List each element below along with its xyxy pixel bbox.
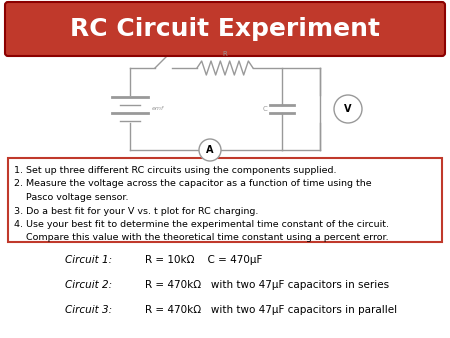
FancyBboxPatch shape — [5, 2, 445, 56]
Text: 3. Do a best fit for your V vs. t plot for RC charging.: 3. Do a best fit for your V vs. t plot f… — [14, 207, 258, 216]
Text: Compare this value with the theoretical time constant using a percent error.: Compare this value with the theoretical … — [14, 234, 389, 242]
Circle shape — [199, 139, 221, 161]
Text: 4. Use your best fit to determine the experimental time constant of the circuit.: 4. Use your best fit to determine the ex… — [14, 220, 389, 229]
Text: 1. Set up three different RC circuits using the components supplied.: 1. Set up three different RC circuits us… — [14, 166, 337, 175]
Text: A: A — [206, 145, 214, 155]
FancyBboxPatch shape — [8, 158, 442, 242]
Text: emf: emf — [152, 106, 164, 112]
Text: Pasco voltage sensor.: Pasco voltage sensor. — [14, 193, 129, 202]
Text: 2. Measure the voltage across the capacitor as a function of time using the: 2. Measure the voltage across the capaci… — [14, 179, 372, 189]
Text: R = 470kΩ   with two 47μF capacitors in series: R = 470kΩ with two 47μF capacitors in se… — [145, 280, 389, 290]
Text: RC Circuit Experiment: RC Circuit Experiment — [70, 17, 380, 41]
Text: Circuit 2:: Circuit 2: — [65, 280, 112, 290]
Text: Circuit 3:: Circuit 3: — [65, 305, 112, 315]
Text: V: V — [344, 104, 352, 114]
Text: R = 470kΩ   with two 47μF capacitors in parallel: R = 470kΩ with two 47μF capacitors in pa… — [145, 305, 397, 315]
Circle shape — [334, 95, 362, 123]
Text: R = 10kΩ    C = 470μF: R = 10kΩ C = 470μF — [145, 255, 262, 265]
Text: R: R — [223, 51, 227, 57]
Text: C: C — [262, 106, 267, 112]
Text: Circuit 1:: Circuit 1: — [65, 255, 112, 265]
